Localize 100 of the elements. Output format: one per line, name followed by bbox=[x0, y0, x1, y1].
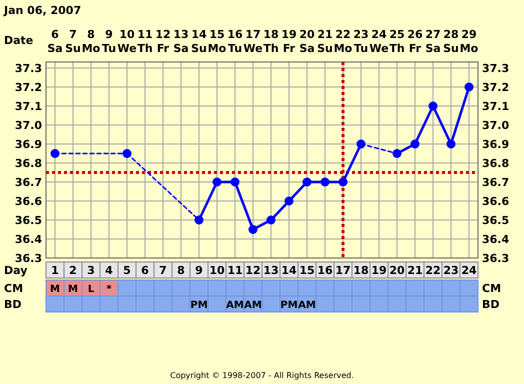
y2-tick-label: BD bbox=[482, 298, 500, 311]
x2-tick-label: 7 Su bbox=[65, 28, 81, 55]
x2-tick-label: 12 Fr bbox=[155, 28, 171, 55]
x-tick-label: 22 bbox=[425, 264, 441, 277]
x-tick-label: 12 bbox=[245, 264, 261, 277]
y2-tick-label: 36.3 bbox=[482, 252, 510, 265]
text: L bbox=[88, 284, 94, 295]
x2-tick-label: 24 We bbox=[369, 28, 389, 55]
x2-tick-label: 14 Su bbox=[191, 28, 207, 55]
x-tick-label: 15 bbox=[299, 264, 315, 277]
x-tick-label: 3 bbox=[87, 264, 95, 277]
y-tick-label: 36.9 bbox=[14, 138, 42, 151]
x2-tick-label: 27 Sa bbox=[425, 28, 441, 55]
x-tick-label: 2 bbox=[69, 264, 77, 277]
text: * bbox=[106, 284, 112, 295]
point bbox=[338, 178, 348, 186]
y-tick-label: 37.2 bbox=[14, 81, 42, 94]
y-tick-label: 36.6 bbox=[14, 195, 42, 208]
text: AM bbox=[244, 300, 262, 311]
y2-tick-label: 36.9 bbox=[482, 138, 510, 151]
y2-tick-label: 37.3 bbox=[482, 62, 510, 75]
point bbox=[122, 149, 132, 158]
text: PM bbox=[190, 300, 208, 311]
point bbox=[284, 196, 294, 206]
x2-tick-label: 18 Th bbox=[263, 28, 279, 55]
x2-tick-label: 29 Mo bbox=[460, 28, 479, 55]
y2-tick-label: 36.7 bbox=[482, 176, 510, 189]
x2-tick-label: 21 Su bbox=[317, 28, 333, 55]
x-tick-label: 10 bbox=[209, 264, 225, 277]
point bbox=[356, 140, 366, 148]
x2-tick-label: 16 Tu bbox=[227, 28, 243, 55]
text: M bbox=[50, 284, 60, 295]
y-tick-label: 37.3 bbox=[14, 62, 42, 75]
x-tick-label: 19 bbox=[371, 264, 387, 277]
x-tick-label: 4 bbox=[105, 264, 114, 277]
y-tick-label: 36.8 bbox=[14, 157, 42, 170]
y-tick-label: 36.4 bbox=[14, 233, 42, 246]
x-tick-label: 16 bbox=[317, 264, 333, 277]
y2-tick-label: 36.6 bbox=[482, 195, 510, 208]
x2-tick-label: 26 Fr bbox=[407, 28, 423, 55]
x2-tick-label: 28 Su bbox=[443, 28, 459, 55]
text: AM bbox=[298, 300, 316, 311]
x2-tick-label: 9 Tu bbox=[102, 28, 116, 55]
x2-tick-label: 17 We bbox=[243, 28, 263, 55]
x2-tick-label: 15 Mo bbox=[208, 28, 227, 55]
point bbox=[410, 140, 420, 148]
y-tick-label: 36.3 bbox=[14, 252, 42, 265]
point bbox=[50, 149, 60, 158]
x2-tick-label: 13 Sa bbox=[173, 28, 189, 55]
x-tick-label: 7 bbox=[159, 264, 167, 277]
point bbox=[320, 178, 330, 186]
y2-tick-label: 36.5 bbox=[482, 214, 510, 227]
point bbox=[194, 216, 204, 224]
x-tick-label: 1 bbox=[51, 264, 59, 277]
x-tick-label: 20 bbox=[389, 264, 405, 277]
x-tick-label: 9 bbox=[195, 264, 203, 277]
x-tick-label: 5 bbox=[123, 264, 131, 277]
text: Copyright © 1998-2007 - All Rights Reserved. bbox=[170, 371, 354, 380]
y2-tick-label: 36.8 bbox=[482, 157, 510, 170]
y-tick-label: 36.5 bbox=[14, 214, 42, 227]
x2-tick-label: 22 Mo bbox=[334, 28, 353, 55]
y2-tick-label: 37.1 bbox=[482, 100, 510, 113]
point bbox=[464, 82, 474, 92]
y-tick-label: 36.7 bbox=[14, 176, 42, 189]
x2-tick-label: 19 Fr bbox=[281, 28, 297, 55]
x2-tick-label: 11 Th bbox=[137, 28, 153, 55]
chart-title: Jan 06, 2007 bbox=[3, 4, 82, 17]
x-tick-label: 17 bbox=[335, 264, 351, 277]
x-tick-label: 24 bbox=[461, 264, 477, 277]
x2-tick-label: 8 Mo bbox=[82, 28, 101, 55]
x-tick-label: 6 bbox=[141, 264, 150, 277]
x-tick-label: 14 bbox=[281, 264, 297, 277]
y2-tick-label: 36.4 bbox=[482, 233, 510, 246]
point bbox=[248, 225, 258, 234]
y2-tick-label: 37.2 bbox=[482, 81, 510, 94]
y-tick-label: 37.1 bbox=[14, 100, 42, 113]
point bbox=[446, 140, 456, 148]
y-tick-label: 37.0 bbox=[14, 119, 42, 132]
x2-tick-label: 23 Tu bbox=[353, 28, 369, 55]
x-tick-label: 13 bbox=[263, 264, 279, 277]
point bbox=[230, 178, 240, 186]
x-tick-label: 23 bbox=[443, 264, 459, 277]
x-tick-label: 18 bbox=[353, 264, 369, 277]
x2-tick-label: 6 Sa bbox=[47, 28, 63, 55]
x-tick-label: 8 bbox=[177, 264, 185, 277]
x-tick-label: 21 bbox=[407, 264, 423, 277]
x2-tick-label: 25 Th bbox=[389, 28, 405, 55]
x2-tick-label: 10 We bbox=[117, 28, 137, 55]
y2-tick-label: 37.0 bbox=[482, 119, 510, 132]
point bbox=[266, 216, 276, 224]
point bbox=[428, 102, 438, 110]
x-tick-label: 11 bbox=[227, 264, 243, 277]
x2-axis-title: Date bbox=[4, 34, 34, 47]
text: AM bbox=[226, 300, 244, 311]
x2-tick-label: 20 Sa bbox=[299, 28, 315, 55]
text: PM bbox=[280, 300, 298, 311]
point bbox=[392, 149, 402, 158]
y2-tick-label: CM bbox=[482, 282, 502, 295]
point bbox=[302, 178, 312, 186]
text: M bbox=[68, 284, 78, 295]
